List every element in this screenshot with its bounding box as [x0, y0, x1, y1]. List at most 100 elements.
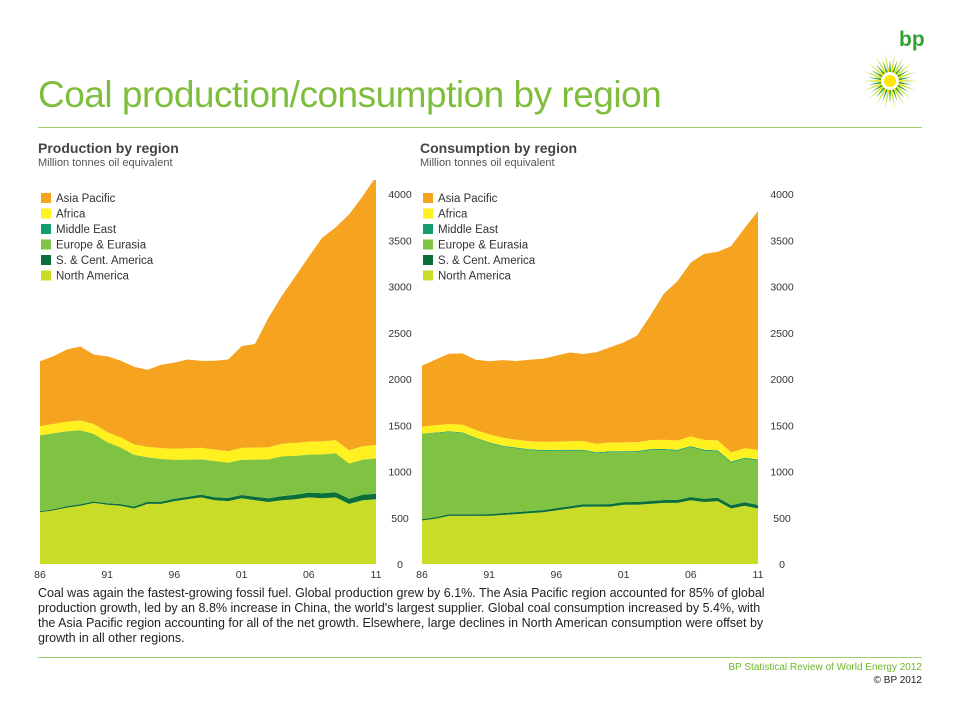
- legend-label: North America: [438, 271, 511, 283]
- logo-ray: [868, 77, 883, 81]
- x-tick-label: 86: [34, 569, 46, 580]
- logo-ray: [893, 87, 898, 94]
- legend-label: Middle East: [56, 224, 117, 236]
- area-asia-pacific: [422, 211, 758, 453]
- y-tick-label: 1500: [770, 420, 794, 432]
- legend-swatch: [41, 193, 51, 203]
- logo-ray: [888, 59, 892, 74]
- x-tick-label: 06: [303, 569, 315, 580]
- legend-swatch: [41, 224, 51, 234]
- legend-background: [40, 188, 162, 292]
- production-chart-title: Production by region: [38, 140, 179, 156]
- logo-ray: [897, 82, 917, 91]
- logo-ray: [882, 60, 889, 74]
- area-s-cent-america: [40, 492, 376, 513]
- x-tick-label: 11: [371, 569, 382, 580]
- y-tick-label: 2000: [770, 374, 794, 386]
- logo-ray: [887, 88, 890, 96]
- logo-ray: [891, 88, 898, 102]
- x-tick-label: 06: [685, 569, 697, 580]
- legend-swatch: [423, 193, 433, 203]
- y-tick-label: 500: [773, 513, 791, 525]
- legend-label: Europe & Eurasia: [56, 240, 147, 252]
- area-s-cent-america: [422, 497, 758, 521]
- area-europe-eurasia: [422, 432, 758, 520]
- consumption-chart-title: Consumption by region: [420, 140, 578, 156]
- legend-swatch: [423, 224, 433, 234]
- x-tick-label: 01: [618, 569, 630, 580]
- chart-caption: Coal was again the fastest-growing fossi…: [38, 586, 765, 645]
- logo-ray: [888, 88, 892, 103]
- logo-ray: [897, 79, 905, 83]
- logo-ray: [896, 70, 910, 78]
- logo-ray: [863, 82, 883, 91]
- legend-swatch: [41, 239, 51, 250]
- legend-label: S. & Cent. America: [56, 255, 154, 267]
- legend-label: North America: [56, 271, 129, 283]
- production-area-chart: 0 500 1000 1500 2000 2500 3000 3500 4000 86 91 96 01…: [34, 180, 412, 580]
- legend-label: Africa: [56, 209, 86, 221]
- legend-swatch: [41, 255, 51, 265]
- legend-label: Africa: [438, 209, 468, 221]
- logo-ray: [891, 60, 898, 74]
- x-tick-label: 86: [416, 569, 428, 580]
- y-tick-label: 2500: [770, 328, 794, 340]
- logo-ray: [875, 82, 883, 87]
- logo-ray: [882, 88, 889, 102]
- legend-background: [422, 188, 544, 292]
- legend-swatch: [41, 270, 51, 281]
- y-tick-label: 4000: [388, 189, 412, 201]
- consumption-chart-subtitle: Million tonnes oil equivalent: [420, 157, 555, 169]
- logo-ray: [870, 84, 884, 92]
- y-tick-label: 1000: [770, 467, 794, 479]
- y-tick-label: 2500: [388, 328, 412, 340]
- legend-swatch: [41, 208, 51, 219]
- logo-ray: [897, 77, 912, 81]
- y-tick-label: 1500: [388, 420, 412, 432]
- y-tick-label: 500: [391, 513, 409, 525]
- legend-label: Europe & Eurasia: [438, 240, 529, 252]
- legend: Asia Pacific Africa Middle East Europe & Eu…: [422, 188, 544, 292]
- page-title: Coal production/consumption by region: [38, 74, 662, 115]
- x-tick-label: 11: [753, 569, 764, 580]
- logo-ray: [897, 81, 912, 85]
- logo-ray: [870, 70, 884, 78]
- legend-swatch: [423, 239, 433, 250]
- y-tick-label: 4000: [770, 189, 794, 201]
- logo-ray: [897, 79, 918, 83]
- logo-ray: [885, 88, 890, 109]
- area-north-america: [422, 500, 758, 564]
- logo-ray: [894, 86, 905, 98]
- logo-ray: [890, 88, 893, 96]
- legend-label: Asia Pacific: [438, 193, 498, 205]
- area-europe-eurasia: [40, 430, 376, 512]
- production-chart-subtitle: Million tonnes oil equivalent: [38, 157, 173, 169]
- area-middle-east: [422, 431, 758, 463]
- logo-ray: [890, 88, 895, 109]
- legend: Asia Pacific Africa Middle East Europe & Eu…: [40, 188, 162, 292]
- logo-ray: [882, 68, 887, 75]
- title-divider: [38, 127, 922, 128]
- logo-ray: [894, 64, 905, 76]
- logo-ray: [896, 84, 910, 92]
- logo-ray: [897, 75, 905, 80]
- y-tick-label: 3500: [770, 235, 794, 247]
- legend-label: Asia Pacific: [56, 193, 116, 205]
- footer-divider: [38, 657, 922, 658]
- legend-swatch: [423, 255, 433, 265]
- y-tick-label: 3000: [770, 282, 794, 294]
- legend-label: Middle East: [438, 224, 499, 236]
- x-tick-label: 96: [169, 569, 181, 580]
- legend-label: S. & Cent. America: [438, 255, 536, 267]
- x-tick-label: 91: [101, 569, 113, 580]
- logo-ray: [868, 81, 883, 85]
- footer-source: BP Statistical Review of World Energy 20…: [728, 662, 922, 673]
- area-asia-pacific: [40, 180, 376, 452]
- legend-swatch: [423, 208, 433, 219]
- area-africa: [40, 420, 376, 464]
- area-north-america: [40, 497, 376, 564]
- logo-ray: [863, 71, 883, 80]
- x-tick-label: 91: [483, 569, 495, 580]
- logo-ray: [875, 79, 883, 83]
- logo-ray: [882, 87, 887, 94]
